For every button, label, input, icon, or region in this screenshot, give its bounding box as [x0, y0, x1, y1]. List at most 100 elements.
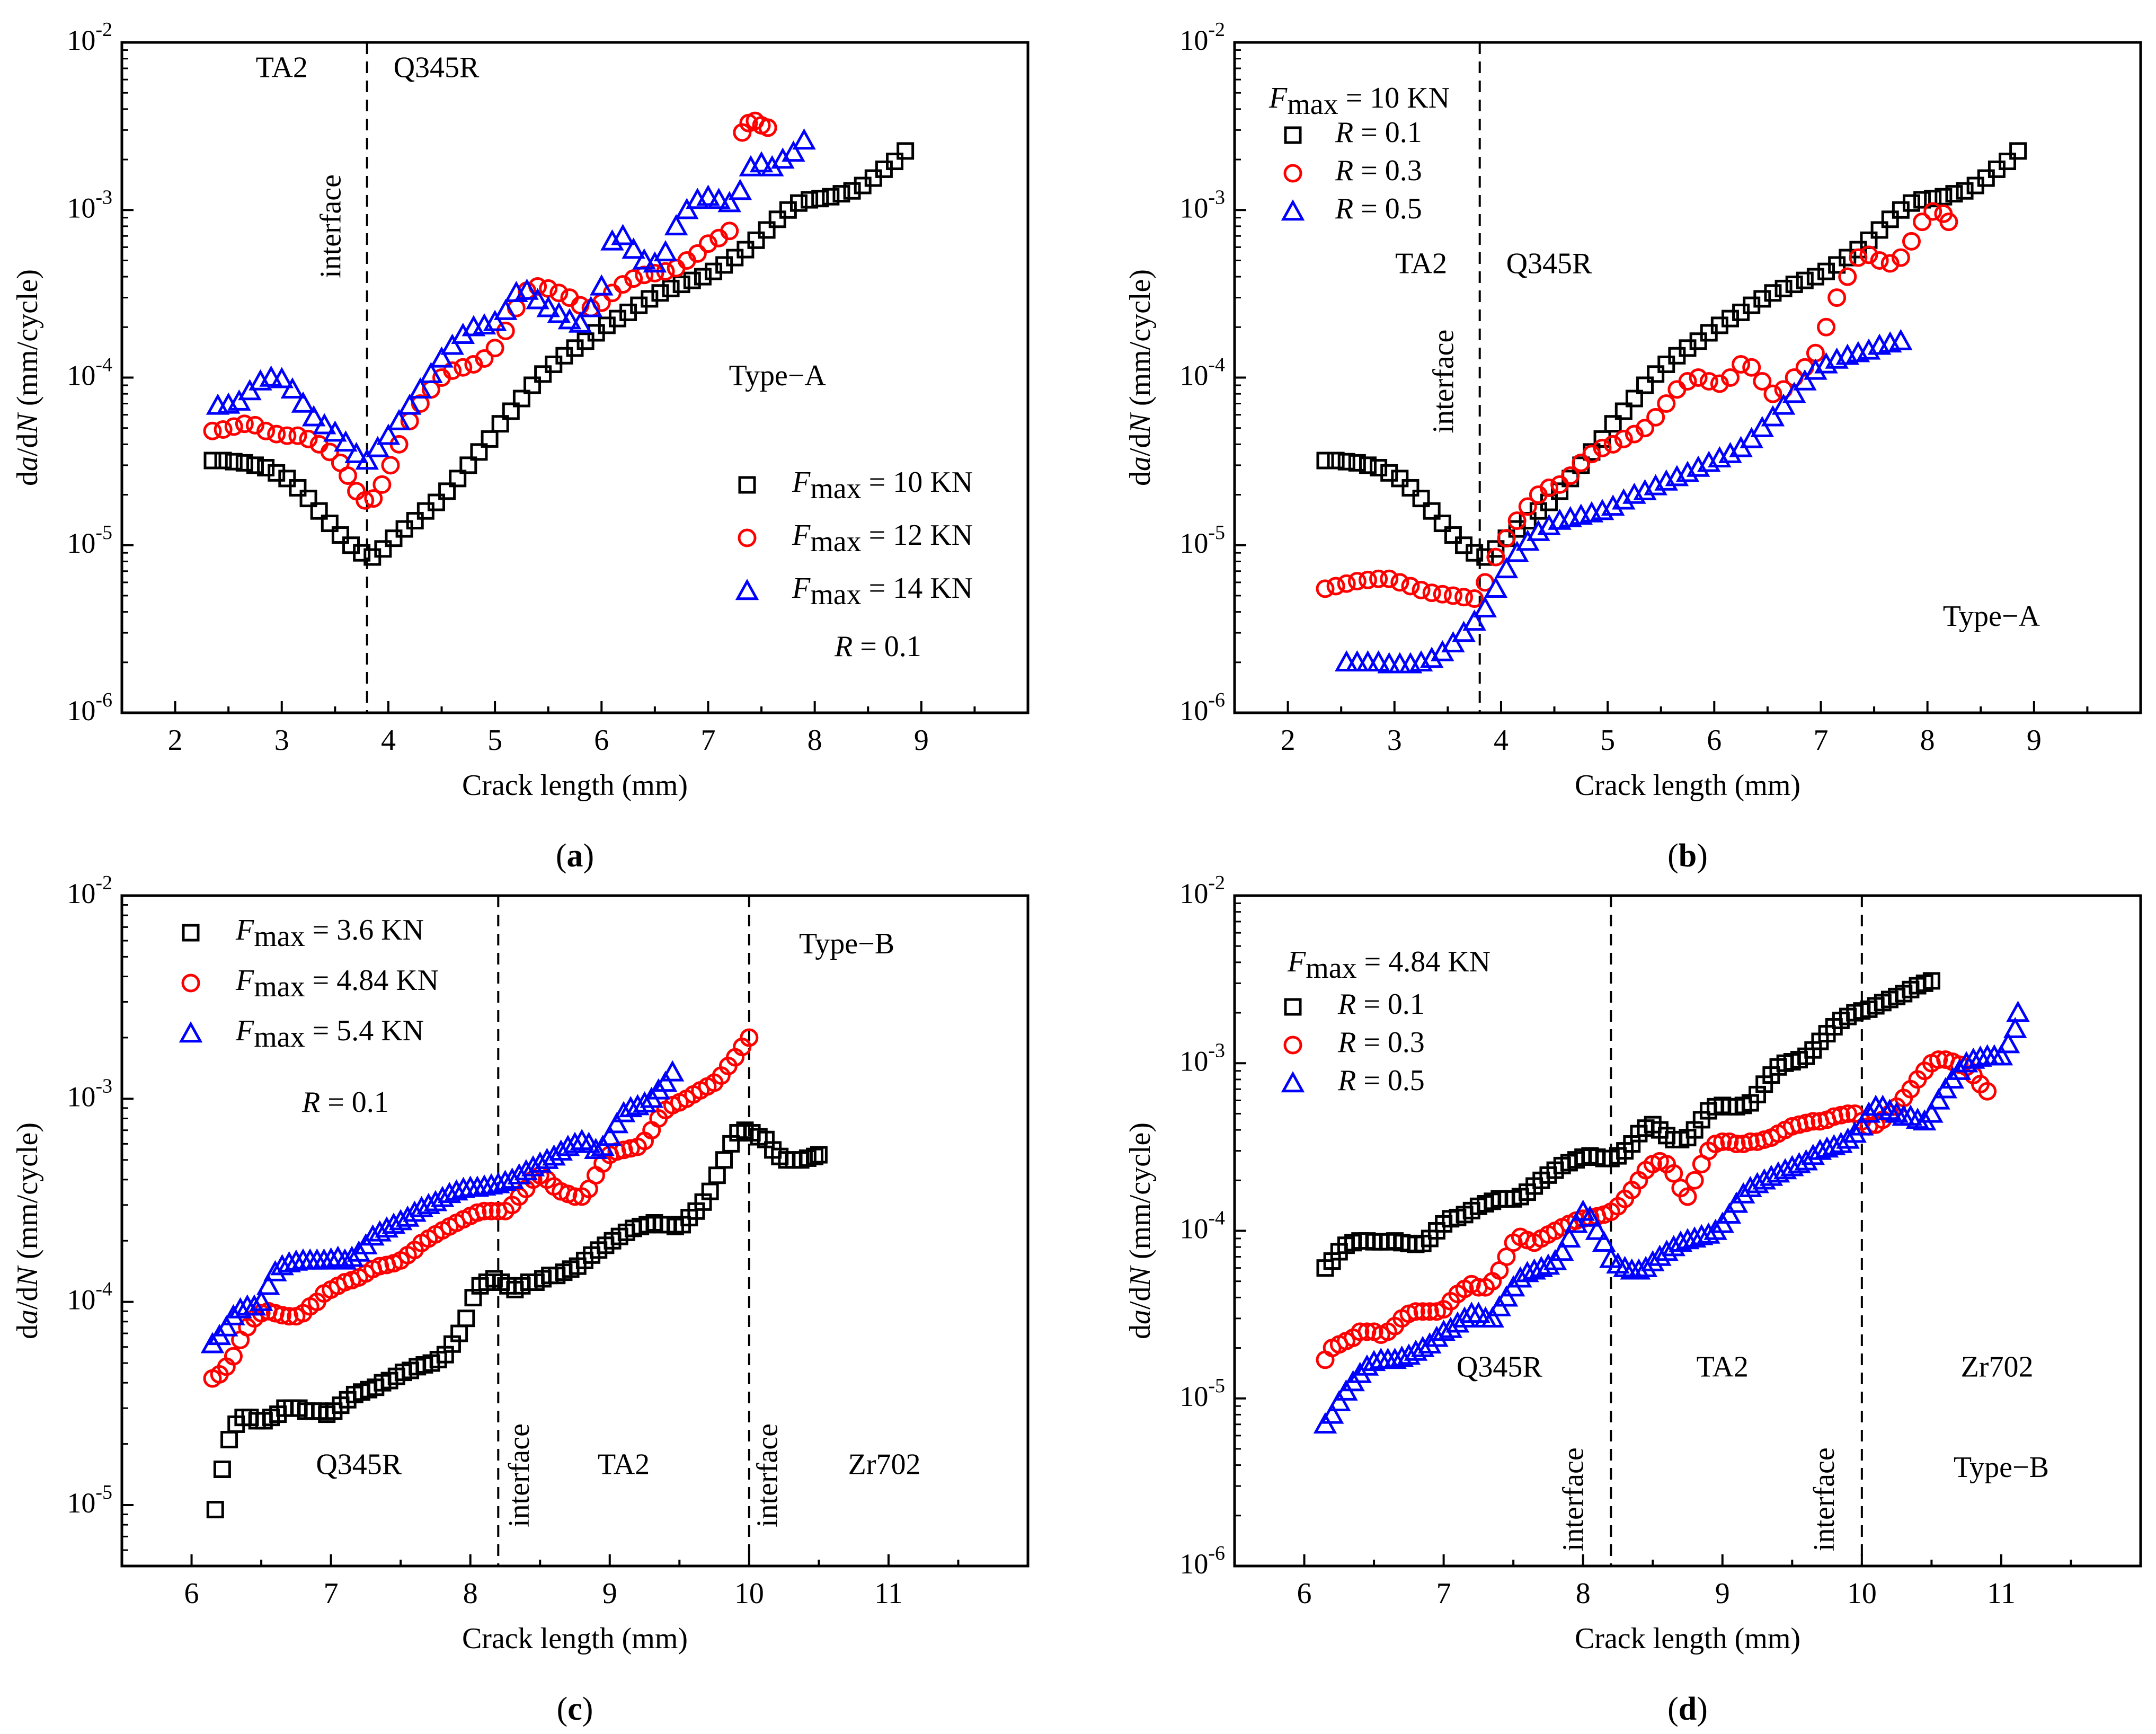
data-point — [1433, 515, 1451, 533]
y-axis-label-unit: (mm/cycle) — [1124, 1122, 1157, 1267]
data-point — [1968, 1045, 1992, 1067]
data-point — [1640, 1250, 1665, 1271]
data-point — [270, 1254, 294, 1276]
data-point — [374, 540, 392, 558]
data-point — [214, 452, 232, 470]
interface-label: interface — [1808, 1447, 1841, 1551]
legend-symbol: F — [235, 914, 254, 946]
legend-symbol: R — [1337, 988, 1356, 1021]
y-axis-label-slash: /d — [1124, 1286, 1157, 1310]
data-point — [1348, 454, 1366, 472]
legend-symbol: F — [235, 964, 254, 997]
y-axis-label-d: d — [1124, 471, 1157, 486]
data-point — [811, 190, 829, 208]
data-point — [257, 459, 275, 477]
plot-frame — [120, 894, 1030, 1568]
data-point — [277, 1251, 301, 1272]
y-axis-label-n: N — [1124, 412, 1157, 434]
data-point — [1850, 1114, 1874, 1136]
data-point — [1859, 245, 1878, 264]
data-point — [1518, 497, 1537, 516]
data-point — [491, 415, 509, 433]
y-tick-exp: -5 — [1208, 521, 1225, 544]
legend-rest: = 0.5 — [1353, 192, 1422, 225]
data-point — [1401, 577, 1420, 596]
legend-symbol: R — [1335, 154, 1353, 187]
legend-subscript: max — [254, 970, 305, 1003]
data-point — [267, 424, 286, 444]
data-point — [1836, 1127, 1860, 1149]
data-point — [810, 1146, 828, 1164]
data-point — [1797, 1113, 1816, 1133]
y-tick-label: 10-4 — [67, 354, 112, 392]
data-point — [1522, 1258, 1546, 1280]
legend-marker — [1281, 199, 1305, 221]
data-point — [347, 482, 366, 501]
data-point — [259, 365, 283, 387]
y-axis-label-slash: /d — [11, 1286, 44, 1310]
y-tick-label: 10-3 — [67, 1075, 112, 1112]
data-point — [397, 393, 422, 415]
data-point — [1561, 466, 1580, 485]
data-point — [1771, 393, 1796, 415]
legend-rest: = 3.6 KN — [305, 914, 424, 946]
interface-label: interface — [1557, 1447, 1590, 1551]
data-point — [1604, 415, 1622, 433]
y-axis-label: da/dN (mm/cycle) — [1124, 269, 1157, 486]
annotation: TA2 — [256, 51, 308, 84]
data-point — [1633, 479, 1657, 501]
data-point — [717, 191, 741, 213]
y-axis-label-n: N — [1124, 1265, 1157, 1287]
data-point — [1326, 577, 1345, 596]
data-point — [1418, 1332, 1442, 1354]
data-point — [771, 147, 795, 169]
data-point — [347, 1240, 371, 1262]
data-point — [672, 276, 690, 294]
data-point — [1920, 1101, 1944, 1123]
panel-label-close: ) — [583, 838, 595, 874]
data-point — [1804, 1112, 1823, 1131]
data-point — [1675, 1228, 1700, 1250]
panel-label: (a) — [556, 838, 594, 874]
data-point — [1740, 427, 1763, 448]
legend-symbol: R — [1335, 192, 1353, 225]
x-tick-label: 9 — [914, 724, 929, 757]
data-point — [224, 1347, 243, 1366]
data-point — [584, 1138, 608, 1160]
data-point — [600, 229, 624, 251]
y-axis-label-n: N — [11, 1265, 44, 1287]
legend-subscript: max — [810, 578, 861, 611]
data-point — [319, 1247, 343, 1269]
y-tick-base: 10 — [67, 1487, 95, 1519]
data-point — [512, 390, 530, 408]
panel-label-close: ) — [582, 1691, 593, 1727]
data-point — [549, 284, 569, 303]
data-point — [2003, 1016, 2027, 1038]
data-point — [312, 413, 336, 435]
data-point — [334, 430, 358, 452]
x-tick-label: 2 — [168, 724, 183, 757]
x-tick-label: 8 — [808, 724, 822, 757]
data-point — [288, 426, 307, 445]
data-point — [1413, 1302, 1432, 1321]
legend-label: R = 0.5 — [1337, 1064, 1425, 1097]
data-point — [331, 526, 349, 544]
annotation: Q345R — [1506, 247, 1592, 280]
data-point — [557, 308, 582, 330]
data-point — [1669, 1230, 1693, 1252]
data-point — [1750, 415, 1775, 437]
data-point — [1420, 1302, 1439, 1321]
data-point — [486, 1172, 510, 1193]
data-point — [1444, 526, 1462, 544]
data-point — [1945, 185, 1963, 203]
data-point — [660, 1060, 685, 1082]
annotation: Type−B — [1954, 1451, 2049, 1484]
data-point — [481, 430, 499, 448]
data-point — [1406, 1302, 1425, 1321]
data-point — [355, 448, 379, 470]
legend-marker — [182, 924, 200, 942]
data-point — [801, 191, 819, 209]
data-point — [590, 274, 614, 296]
data-point — [789, 194, 808, 212]
